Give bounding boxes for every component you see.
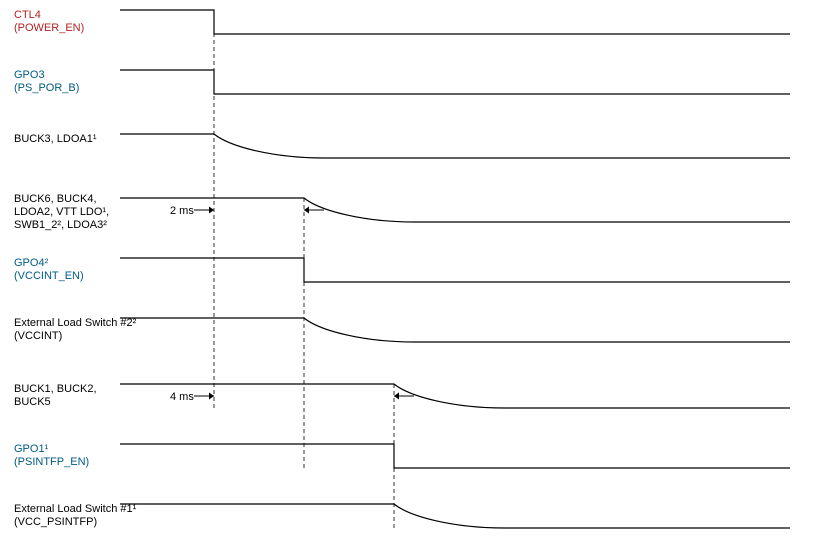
signal-trace <box>120 318 790 342</box>
signal-trace <box>120 384 790 408</box>
signal-label: (PS_POR_B) <box>14 82 79 94</box>
signal-trace <box>120 70 790 94</box>
signal-label: GPO1¹ <box>14 443 49 455</box>
signal-trace <box>120 198 790 222</box>
signal-trace <box>120 258 790 282</box>
signal-trace <box>120 10 790 34</box>
signal-label: External Load Switch #2² <box>14 317 137 329</box>
signal-label: BUCK6, BUCK4, <box>14 193 97 205</box>
signal-label: SWB1_2², LDOA3² <box>14 219 107 231</box>
dimension-label: 2 ms <box>170 205 194 217</box>
signal-label: BUCK5 <box>14 396 51 408</box>
signal-trace <box>120 444 790 468</box>
signal-label: LDOA2, VTT LDO¹, <box>14 206 109 218</box>
signal-label: GPO4² <box>14 257 49 269</box>
signal-trace <box>120 504 790 528</box>
signal-label: (VCC_PSINTFP) <box>14 516 97 528</box>
signal-label: (VCCINT_EN) <box>14 270 84 282</box>
signal-label: GPO3 <box>14 69 45 81</box>
signal-label: (PSINTFP_EN) <box>14 456 89 468</box>
signal-trace <box>120 134 790 158</box>
signal-label: External Load Switch #1¹ <box>14 503 137 515</box>
signal-label: BUCK1, BUCK2, <box>14 383 97 395</box>
signal-label: (POWER_EN) <box>14 22 84 34</box>
dimension-label: 4 ms <box>170 391 194 403</box>
signal-label: BUCK3, LDOA1¹ <box>14 133 97 145</box>
signal-label: (VCCINT) <box>14 330 62 342</box>
signal-label: CTL4 <box>14 9 41 21</box>
